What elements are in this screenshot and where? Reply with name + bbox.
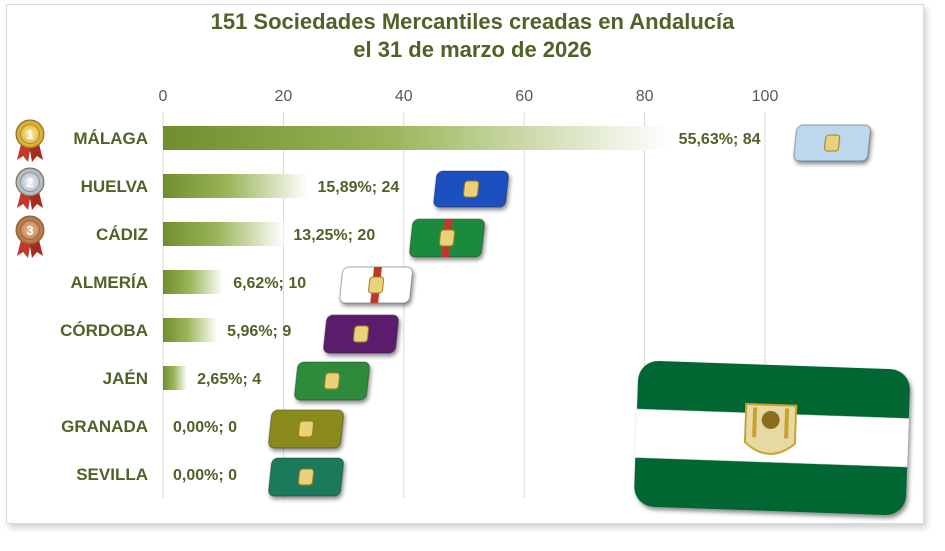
flag-7-icon	[268, 409, 344, 449]
category-label: CÓRDOBA	[60, 321, 148, 340]
category-label: GRANADA	[61, 417, 148, 436]
category-label: MÁLAGA	[73, 129, 148, 148]
data-label: 15,89%; 24	[317, 179, 399, 196]
x-tick-label: 0	[159, 88, 168, 105]
medal-ribbon	[17, 192, 31, 210]
category-label: CÁDIZ	[96, 225, 148, 244]
category-label: SEVILLA	[76, 465, 148, 484]
medal-gold-icon	[15, 119, 45, 149]
data-label: 13,25%; 20	[293, 227, 375, 244]
flag-4-icon	[339, 266, 413, 304]
medal-rank-label: 3	[26, 223, 33, 238]
chart-title-line-2: el 31 de marzo de 2026	[353, 37, 592, 62]
medal-ribbon	[29, 144, 43, 162]
category-label: JAÉN	[103, 369, 148, 388]
chart-title-line-1: 151 Sociedades Mercantiles creadas en An…	[210, 9, 735, 34]
data-label: 6,62%; 10	[233, 275, 306, 292]
x-tick-label: 100	[752, 88, 779, 105]
data-label: 2,65%; 4	[197, 371, 261, 388]
flag-5-icon	[323, 314, 399, 354]
bar	[163, 222, 284, 246]
bar	[163, 318, 218, 342]
x-tick-label: 60	[515, 88, 533, 105]
medal-ribbon	[29, 240, 43, 258]
data-label: 0,00%; 0	[173, 419, 237, 436]
medal-ribbon	[17, 144, 31, 162]
flag-2-icon	[433, 170, 509, 208]
chart-title: 151 Sociedades Mercantiles creadas en An…	[0, 8, 945, 64]
data-label: 5,96%; 9	[227, 323, 291, 340]
medal-ring	[20, 172, 40, 192]
flag-8-icon	[268, 457, 344, 497]
category-label: ALMERÍA	[71, 273, 148, 292]
medal-silver-icon	[15, 167, 45, 197]
data-label: 55,63%; 84	[679, 131, 761, 148]
medal-ring	[20, 220, 40, 240]
medal-ring	[20, 124, 40, 144]
flag-1-icon	[793, 124, 871, 162]
medal-bronze-icon	[15, 215, 45, 245]
bar	[163, 366, 188, 390]
category-label: HUELVA	[81, 177, 148, 196]
x-tick-label: 40	[395, 88, 413, 105]
x-tick-label: 20	[275, 88, 293, 105]
bar	[163, 270, 224, 294]
medal-ribbon	[29, 192, 43, 210]
andalucia-flag-icon	[633, 360, 911, 516]
medal-ribbon	[17, 240, 31, 258]
flag-3-icon	[409, 218, 485, 258]
medal-rank-label: 2	[26, 175, 33, 190]
bar	[163, 126, 669, 150]
x-tick-label: 80	[636, 88, 654, 105]
medal-rank-label: 1	[26, 127, 33, 142]
bar	[163, 174, 308, 198]
flag-6-icon	[294, 361, 370, 401]
data-label: 0,00%; 0	[173, 467, 237, 484]
